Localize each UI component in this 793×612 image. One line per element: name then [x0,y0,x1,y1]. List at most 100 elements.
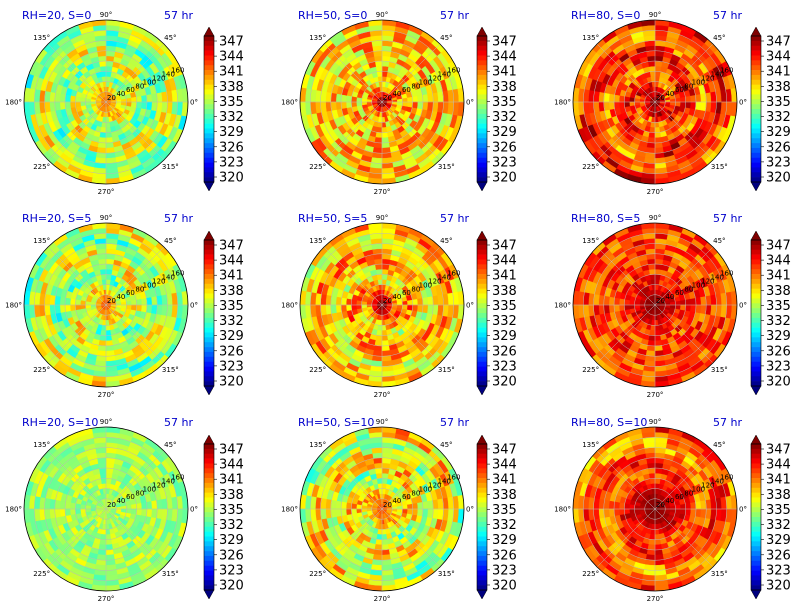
field-cell [373,462,383,469]
colorbar-segment [204,123,214,129]
colorbar-segment [204,502,214,508]
field-cell [330,101,337,112]
field-cell [654,76,660,83]
field-cell [105,544,114,551]
field-cell [335,500,342,510]
polar-frame [23,19,189,185]
colorbar-segment [477,99,487,105]
radial-tick-label: 60 [675,289,684,297]
colorbar-segment [204,458,214,464]
field-cell [381,478,388,484]
colorbar-extend-min [203,385,215,396]
angle-tick-label: 90° [100,418,112,426]
colorbar-segment [477,240,487,246]
field-cell [427,295,434,306]
polar-panel: 0°45°90°135°180°225°270°315°20 40 60 801001… [554,212,747,399]
angular-gridline [105,43,165,103]
colorbar-segment [204,507,214,513]
field-cell [340,94,347,103]
angle-tick-label: 270° [374,391,391,399]
colorbar-tick-label: 320 [766,375,791,390]
colorbar-segment [204,482,214,489]
colorbar-segment [204,303,214,309]
colorbar-segment [477,109,487,115]
colorbar-segment [477,104,487,110]
field-cell [351,96,357,103]
radial-tick-label: 60 [126,289,135,297]
colorbar-segment [477,283,487,289]
colorbar-tick-label: 329 [766,329,791,344]
field-cell [645,253,656,260]
field-cell [654,274,661,280]
colorbar-segment [204,536,214,542]
field-cell [648,132,656,139]
field-cell [422,296,429,306]
field-cell [105,467,114,474]
field-cell [650,121,656,128]
colorbar-extend-max [750,230,762,241]
colorbar-segment [751,254,761,260]
field-cell [654,142,664,149]
field-cell [340,304,347,313]
field-cell [101,324,107,331]
field-cell [97,55,107,62]
field-cell [151,92,158,103]
field-cell [105,274,112,280]
colorbar-segment [477,361,487,367]
colorbar-extend-max [203,434,215,445]
field-cell [647,60,656,67]
field-cell [136,101,143,109]
colorbar-segment [751,351,761,358]
field-cell [125,101,132,107]
field-cell [340,101,347,110]
angle-tick-label: 225° [309,366,326,374]
colorbar-segment [204,492,214,498]
field-cell [340,508,347,517]
colorbar-segment [751,79,761,85]
colorbar-tick-label: 335 [219,95,244,110]
colorbar-segment [204,109,214,115]
colorbar-segment [477,172,487,178]
colorbar-segment [204,278,214,285]
angle-tick-label: 180° [5,506,22,514]
field-cell [330,295,337,306]
colorbar-segment [477,356,487,362]
colorbar-segment [751,113,761,120]
angle-tick-label: 180° [5,302,22,310]
colorbar-segment [477,45,487,51]
colorbar-segment [751,104,761,110]
colorbar-segment [477,167,487,173]
field-cell [330,304,337,315]
field-cell [141,304,148,313]
colorbar-segment [477,351,487,358]
colorbar-segment [477,60,487,66]
colorbar-tick-label: 332 [492,314,517,329]
field-cell [381,549,391,556]
colorbar-segment [204,313,214,319]
angle-tick-label: 45° [440,237,452,245]
angle-tick-label: 135° [309,237,326,245]
field-cell [105,55,115,62]
colorbar-segment [477,177,487,183]
radial-tick-label: 20 [383,94,392,102]
radial-tick-label: 100 [419,78,432,86]
colorbar-segment [204,269,214,275]
field-cell [381,268,389,275]
field-cell [381,137,390,144]
field-cell [54,499,61,510]
colorbar-segment [477,303,487,309]
field-cell [417,94,424,103]
field-cell [351,503,357,510]
field-cell [105,483,111,490]
colorbar-segment [477,162,487,168]
colorbar-segment [204,541,214,547]
field-cell [654,71,661,77]
colorbar-tick-label: 323 [492,359,517,374]
colorbar-segment [204,143,214,149]
field-cell [654,340,663,347]
panel-title: RH=80, S=5 [571,212,640,225]
field-cell [99,132,107,139]
colorbar-segment [204,356,214,362]
colorbar-tick-label: 326 [492,140,517,155]
